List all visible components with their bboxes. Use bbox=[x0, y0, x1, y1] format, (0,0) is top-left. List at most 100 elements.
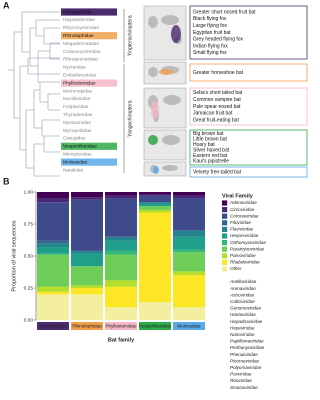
species-label: Egyptian fruit bat bbox=[193, 30, 231, 36]
species-label: Large flying fox bbox=[193, 23, 227, 29]
other-family: Nairoviridae bbox=[230, 332, 255, 337]
bar-segment bbox=[105, 250, 137, 255]
bar-segment bbox=[37, 192, 69, 199]
species-label: Small flying fox bbox=[193, 50, 227, 56]
legend-label: Circoviridae bbox=[230, 207, 255, 212]
legend-swatch bbox=[222, 207, 228, 213]
family-label: Miniopteridae bbox=[63, 151, 92, 157]
species-label: Greater short nosed fruit bat bbox=[193, 9, 256, 15]
bar-segment bbox=[71, 266, 103, 286]
bar-segment bbox=[37, 247, 69, 254]
species-box bbox=[189, 166, 308, 178]
bar-segment bbox=[173, 192, 205, 196]
legend-label: Adenoviridae bbox=[229, 200, 257, 205]
bar-segment bbox=[71, 294, 103, 320]
bar-segment bbox=[173, 236, 205, 250]
family-highlight bbox=[61, 79, 117, 87]
other-family: Anelloviridae bbox=[229, 279, 257, 284]
species-label: Pale spear-nosed bat bbox=[193, 104, 241, 110]
category-box bbox=[71, 322, 103, 330]
other-family: Peribunyaviridae bbox=[230, 345, 265, 350]
bar-segment bbox=[37, 291, 69, 295]
legend-label: Flaviviridae bbox=[230, 227, 254, 232]
bar-segment bbox=[71, 250, 103, 254]
family-label: Rhinopomatidae bbox=[63, 57, 98, 63]
bar-segment bbox=[173, 275, 205, 308]
family-label: Furipteridae bbox=[63, 104, 89, 110]
bar-segment bbox=[71, 253, 103, 267]
legend-label: Filoviridae bbox=[230, 220, 251, 225]
bar-segment bbox=[105, 307, 137, 320]
species-label: Hoary bat bbox=[193, 142, 215, 148]
legend-swatch bbox=[222, 213, 228, 219]
other-family: Caliciviridae bbox=[230, 299, 255, 304]
bar-segment bbox=[71, 199, 103, 251]
bar-segment bbox=[105, 236, 137, 241]
legend-label: Rhabdoviridae bbox=[230, 260, 260, 265]
bar-segment bbox=[139, 209, 171, 213]
species-label: Grey headed flying fox bbox=[193, 37, 244, 43]
family-highlight bbox=[61, 158, 117, 166]
bar-segment bbox=[105, 286, 137, 308]
bar-segment bbox=[105, 254, 137, 281]
other-family: Hepadnaviridae bbox=[230, 319, 263, 324]
species-box bbox=[189, 129, 308, 166]
legend-swatch bbox=[222, 240, 228, 246]
bar-segment bbox=[71, 288, 103, 295]
bar-segment bbox=[37, 286, 69, 292]
legend-swatch bbox=[222, 220, 228, 226]
species-label: Seba's short tailed bat bbox=[193, 90, 243, 96]
bar-segment bbox=[105, 240, 137, 251]
family-label: Myzopodidae bbox=[63, 128, 92, 134]
category-box bbox=[37, 322, 69, 330]
bar-segment bbox=[139, 206, 171, 210]
species-label: Silver haired bat bbox=[193, 148, 230, 154]
species-label: Black flying fox bbox=[193, 16, 227, 22]
legend-swatch bbox=[222, 259, 228, 265]
bar-segment bbox=[37, 198, 69, 203]
species-label: Kaul's pipistrelle bbox=[193, 159, 229, 165]
bar-segment bbox=[139, 212, 171, 303]
bar-segment bbox=[105, 198, 137, 237]
family-label: Phyllostomidae bbox=[63, 80, 96, 86]
bar-segment bbox=[105, 192, 137, 196]
other-family: Astroviridae bbox=[229, 292, 255, 297]
x-axis-title: Bat family bbox=[108, 337, 135, 343]
family-label: Craseonycteridae bbox=[63, 49, 101, 55]
species-label: Little brown bat bbox=[193, 137, 228, 143]
bar-segment bbox=[173, 230, 205, 237]
bar-segment bbox=[173, 252, 205, 272]
family-highlight bbox=[61, 8, 117, 16]
bar-segment bbox=[139, 302, 171, 320]
family-label: Rhinolophidae bbox=[63, 33, 94, 39]
family-label: Noctilionidae bbox=[63, 96, 91, 102]
bar-segment bbox=[37, 253, 69, 255]
panel-letter: B bbox=[3, 176, 10, 186]
legend-label: Parvoviridae bbox=[230, 253, 256, 258]
other-family: Phenuiviridae bbox=[230, 352, 258, 357]
legend-swatch bbox=[222, 253, 228, 259]
family-label: Vespertilionidae bbox=[63, 144, 97, 150]
legend-label: Other bbox=[230, 266, 242, 271]
bar-segment bbox=[37, 243, 69, 248]
other-family: Reoviridae bbox=[230, 378, 252, 383]
family-label: Molossidae bbox=[63, 159, 88, 165]
other-family: Arenaviridae bbox=[229, 286, 256, 291]
family-label: Rhynonycteridae bbox=[63, 25, 99, 31]
legend-swatch bbox=[222, 200, 228, 206]
x-tick-label: Phyllostomidae bbox=[105, 323, 137, 328]
family-label: Thyropteridae bbox=[63, 112, 93, 118]
y-tick-label: 1.00 bbox=[24, 189, 34, 195]
bar-segment bbox=[37, 254, 69, 287]
legend-title: Viral Family bbox=[222, 193, 254, 199]
y-tick-label: 0.75 bbox=[24, 221, 34, 227]
other-family: Polyomaviridae bbox=[230, 365, 262, 370]
species-label: Common vampire bat bbox=[193, 97, 241, 103]
x-tick-label: Vespertilionidae bbox=[139, 323, 172, 328]
bar-segment bbox=[71, 192, 103, 198]
category-box bbox=[173, 322, 205, 330]
other-family: Poxviridae bbox=[230, 372, 252, 377]
bar-segment bbox=[105, 280, 137, 287]
legend-label: Coronaviridae bbox=[230, 213, 259, 218]
bar-segment bbox=[105, 195, 137, 199]
